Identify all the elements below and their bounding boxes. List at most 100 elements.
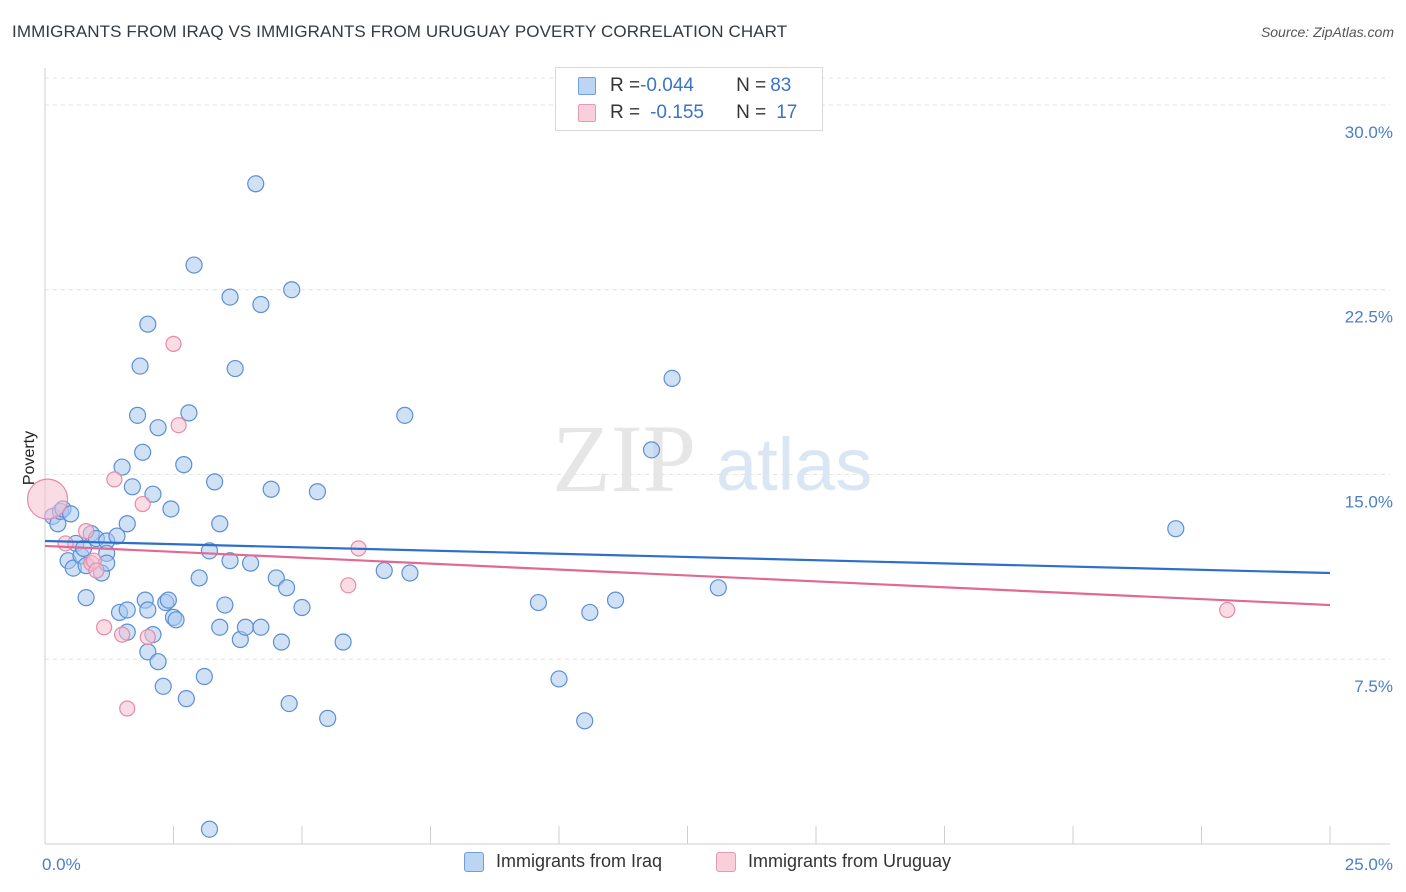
uruguay-point-6 xyxy=(96,619,113,636)
iraq-point-60 xyxy=(252,295,270,314)
iraq-point-50 xyxy=(211,618,229,636)
legend-n-label: N = xyxy=(736,102,767,123)
iraq-point-53 xyxy=(221,288,239,306)
iraq-point-73 xyxy=(375,561,393,580)
iraq-point-82 xyxy=(663,369,681,387)
iraq-point-74 xyxy=(396,406,414,424)
uruguay-point-1 xyxy=(57,535,74,552)
iraq-point-68 xyxy=(293,598,311,617)
series-iraq-points xyxy=(44,175,1185,838)
axes xyxy=(44,68,1390,845)
uruguay-point-7 xyxy=(106,471,123,488)
x-ticks xyxy=(173,826,1331,844)
iraq-point-59 xyxy=(247,175,265,193)
iraq-point-66 xyxy=(280,694,298,713)
iraq-point-48 xyxy=(200,542,219,560)
y-tick-label-3: 7.5% xyxy=(1354,677,1393,696)
uruguay-point-0 xyxy=(26,478,69,520)
iraq-point-79 xyxy=(581,603,599,622)
uruguay-point-10 xyxy=(134,495,151,513)
iraq-point-43 xyxy=(177,690,195,708)
y-tick-label-2: 15.0% xyxy=(1345,492,1393,511)
iraq-point-54 xyxy=(221,552,239,570)
iraq-point-64 xyxy=(272,633,291,651)
iraq-point-20 xyxy=(118,601,136,619)
legend-r-label: R = xyxy=(610,102,641,123)
iraq-point-22 xyxy=(118,515,136,533)
uruguay-point-16 xyxy=(1219,601,1236,619)
watermark-zip: ZIP xyxy=(552,405,696,512)
iraq-point-46 xyxy=(190,569,208,587)
iraq-point-67 xyxy=(283,281,301,299)
legend-n-value-iraq: 83 xyxy=(770,75,792,96)
iraq-point-55 xyxy=(226,359,244,378)
iraq-point-58 xyxy=(242,554,260,572)
uruguay-point-13 xyxy=(170,417,187,434)
iraq-point-84 xyxy=(1167,520,1185,538)
y-tick-label-1: 22.5% xyxy=(1345,308,1393,327)
iraq-point-76 xyxy=(529,593,548,612)
y-axis-label: Poverty xyxy=(21,431,38,485)
legend-r-label: R = xyxy=(610,75,641,96)
trend-line-uruguay xyxy=(44,544,1331,607)
iraq-point-47 xyxy=(195,667,213,686)
iraq-point-4 xyxy=(62,505,80,523)
series-uruguay-points xyxy=(26,335,1236,717)
iraq-point-72 xyxy=(200,820,219,838)
iraq-point-78 xyxy=(576,712,594,730)
iraq-point-62 xyxy=(262,480,280,498)
trend-line-iraq xyxy=(44,539,1331,575)
source-credit: Source: ZipAtlas.com xyxy=(1260,24,1394,40)
series-legend: Immigrants from Iraq Immigrants from Uru… xyxy=(0,851,1406,877)
uruguay-point-14 xyxy=(340,577,357,594)
legend-item-uruguay: Immigrants from Uruguay xyxy=(716,851,951,872)
iraq-point-44 xyxy=(180,404,198,422)
iraq-point-24 xyxy=(123,478,141,496)
legend-swatch-iraq xyxy=(578,77,596,95)
iraq-point-39 xyxy=(162,500,180,518)
uruguay-point-2 xyxy=(78,523,95,540)
iraq-point-27 xyxy=(128,406,147,424)
legend-swatch-uruguay xyxy=(578,104,596,122)
grid-lines xyxy=(45,77,1390,660)
legend-r-value-iraq: -0.044 xyxy=(640,75,694,96)
iraq-point-77 xyxy=(550,670,568,688)
legend-r-value-uruguay: -0.155 xyxy=(650,102,704,123)
legend-n-value-uruguay: 17 xyxy=(776,102,798,123)
iraq-point-70 xyxy=(319,709,337,727)
iraq-point-80 xyxy=(606,591,625,609)
iraq-point-35 xyxy=(149,653,167,671)
iraq-point-14 xyxy=(77,589,95,607)
iraq-point-42 xyxy=(175,456,193,474)
iraq-point-65 xyxy=(277,579,296,597)
iraq-point-51 xyxy=(211,515,229,533)
iraq-point-81 xyxy=(642,441,661,459)
iraq-point-61 xyxy=(252,618,270,636)
iraq-point-71 xyxy=(334,633,352,651)
iraq-point-26 xyxy=(131,357,149,375)
correlation-legend: R = -0.044 N = 83 R = -0.155 N = 17 xyxy=(555,67,823,131)
iraq-point-83 xyxy=(709,579,727,597)
legend-row-uruguay: R = -0.155 N = 17 xyxy=(578,100,797,126)
iraq-point-41 xyxy=(167,611,185,629)
trend-lines xyxy=(44,539,1331,607)
legend-item-iraq: Immigrants from Iraq xyxy=(464,851,662,872)
legend-item-uruguay-label: Immigrants from Uruguay xyxy=(748,851,952,871)
legend-item-iraq-swatch xyxy=(464,851,484,872)
uruguay-point-11 xyxy=(139,628,156,646)
iraq-point-31 xyxy=(139,601,157,619)
watermark-atlas: atlas xyxy=(716,423,872,506)
legend-row-iraq: R = -0.044 N = 83 xyxy=(578,73,791,99)
x-tick-label-min: 0.0% xyxy=(42,855,81,874)
iraq-point-57 xyxy=(236,618,255,636)
iraq-point-25 xyxy=(134,443,152,461)
uruguay-point-5 xyxy=(88,562,105,579)
iraq-point-18 xyxy=(108,527,126,545)
chart-title: IMMIGRANTS FROM IRAQ VS IMMIGRANTS FROM … xyxy=(12,22,788,41)
iraq-point-38 xyxy=(159,591,177,609)
y-tick-label-0: 30.0% xyxy=(1345,123,1393,142)
uruguay-point-12 xyxy=(165,335,182,353)
iraq-point-33 xyxy=(144,485,162,503)
iraq-point-45 xyxy=(185,256,203,274)
